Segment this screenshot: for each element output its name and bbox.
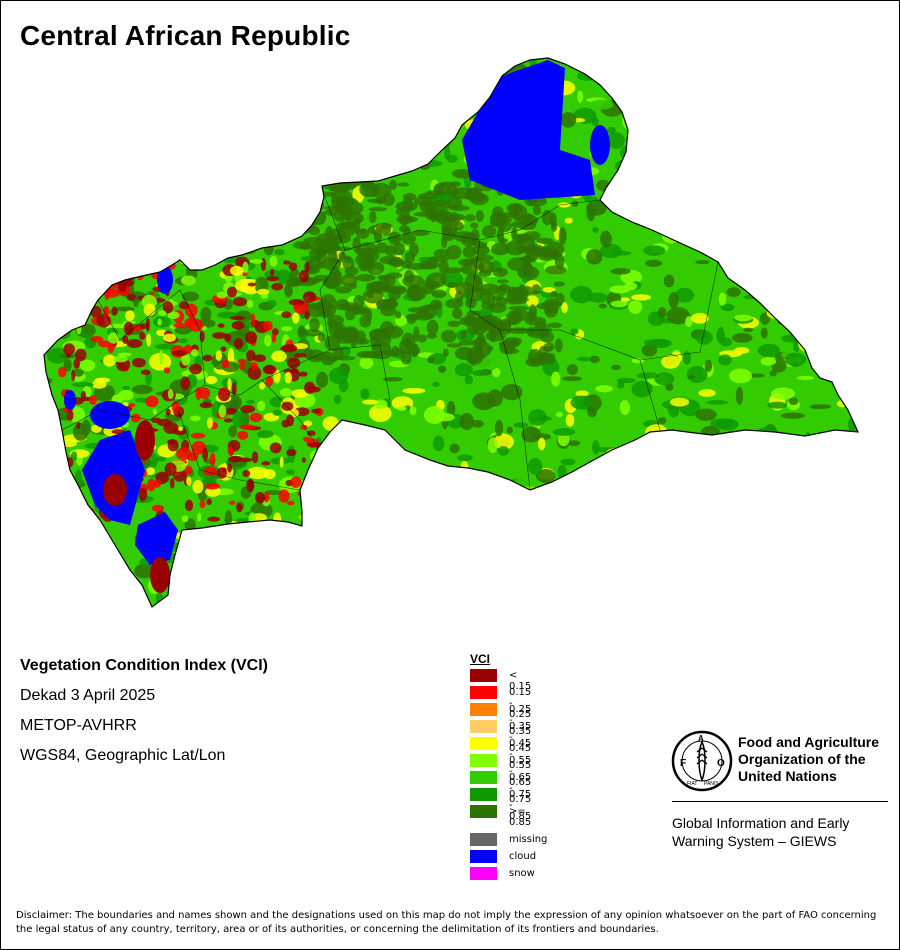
legend-extra-row: cloud	[470, 849, 536, 866]
legend-class-swatch	[470, 669, 497, 682]
fao-motto-panis: PANIS	[704, 781, 719, 787]
legend-class-label: 0.15 - 0.25	[509, 687, 532, 720]
legend-class-label: 0.65 - 0.75	[509, 772, 532, 805]
legend-class-row: 0.55 - 0.65	[470, 753, 531, 788]
legend-extra-swatch	[470, 850, 497, 863]
disclaimer: Disclaimer: The boundaries and names sho…	[16, 910, 877, 935]
legend-extra-swatch	[470, 833, 497, 846]
legend-extra-row: missing	[470, 832, 547, 849]
legend-class-swatch	[470, 720, 497, 733]
admin-borders	[61, 196, 719, 491]
legend-class-label: >= 0.85	[509, 806, 532, 828]
legend-class-swatch	[470, 703, 497, 716]
giews-label: Global Information and Early Warning Sys…	[672, 814, 892, 850]
index-name: Vegetation Condition Index (VCI)	[20, 657, 268, 674]
legend-extra: missing cloud snow	[470, 832, 547, 883]
legend-class-row: >= 0.85	[470, 804, 531, 828]
fao-logo-icon: F O A FIAT PANIS	[671, 730, 733, 792]
fao-name-line-2: Organization of the	[738, 751, 866, 767]
legend-class-label: 0.35 - 0.45	[509, 721, 532, 754]
giews-line-2: Warning System – GIEWS	[672, 833, 837, 849]
legend-class-swatch	[470, 737, 497, 750]
legend-extra-swatch	[470, 867, 497, 880]
fao-letter-o: O	[717, 758, 725, 769]
legend-class-swatch	[470, 686, 497, 699]
giews-line-1: Global Information and Early	[672, 815, 850, 831]
legend-class-row: 0.75 - 0.85	[470, 787, 531, 822]
legend-class-row: 0.15 - 0.25	[470, 685, 531, 720]
sensor-label: METOP-AVHRR	[20, 717, 137, 734]
map-info: Vegetation Condition Index (VCI) Dekad 3…	[20, 656, 268, 776]
legend-class-swatch	[470, 754, 497, 767]
legend-class-label: 0.25 - 0.35	[509, 704, 532, 737]
legend-class-row: 0.25 - 0.35	[470, 702, 531, 737]
legend-class-label: 0.75 - 0.85	[509, 789, 532, 822]
legend-extra-label: missing	[509, 834, 548, 845]
period-label: Dekad 3 April 2025	[20, 687, 156, 704]
legend-classes: < 0.15 0.15 - 0.25 0.25 - 0.35 0.35 - 0.45 0…	[470, 668, 531, 828]
legend-extra-label: snow	[509, 868, 535, 879]
legend-class-row: < 0.15	[470, 668, 531, 692]
legend-title: VCI	[470, 652, 491, 666]
legend-extra-row: snow	[470, 866, 535, 883]
fao-name-line-1: Food and Agriculture	[738, 734, 880, 750]
legend-class-swatch	[470, 788, 497, 801]
legend-class-swatch	[470, 771, 497, 784]
legend-class-swatch	[470, 805, 497, 818]
vci-map	[43, 57, 859, 608]
fao-name: Food and Agriculture Organization of the…	[738, 734, 898, 785]
legend-class-row: 0.45 - 0.55	[470, 736, 531, 771]
fao-letter-a: A	[698, 734, 704, 743]
fao-name-line-3: United Nations	[738, 768, 837, 784]
fao-letter-f: F	[680, 758, 686, 769]
fao-motto-fiat: FIAT	[687, 781, 697, 787]
legend: VCI < 0.15 0.15 - 0.25 0.25 - 0.35 0.35 - 0…	[470, 652, 547, 883]
legend-extra-label: cloud	[509, 851, 537, 862]
legend-class-row: 0.65 - 0.75	[470, 770, 531, 805]
legend-class-label: 0.55 - 0.65	[509, 755, 532, 788]
legend-class-row: 0.35 - 0.45	[470, 719, 531, 754]
fao-divider	[672, 801, 888, 802]
projection-label: WGS84, Geographic Lat/Lon	[20, 747, 226, 764]
legend-class-label: 0.45 - 0.55	[509, 738, 532, 771]
map-title: Central African Republic	[20, 20, 351, 51]
legend-class-label: < 0.15	[509, 670, 532, 692]
